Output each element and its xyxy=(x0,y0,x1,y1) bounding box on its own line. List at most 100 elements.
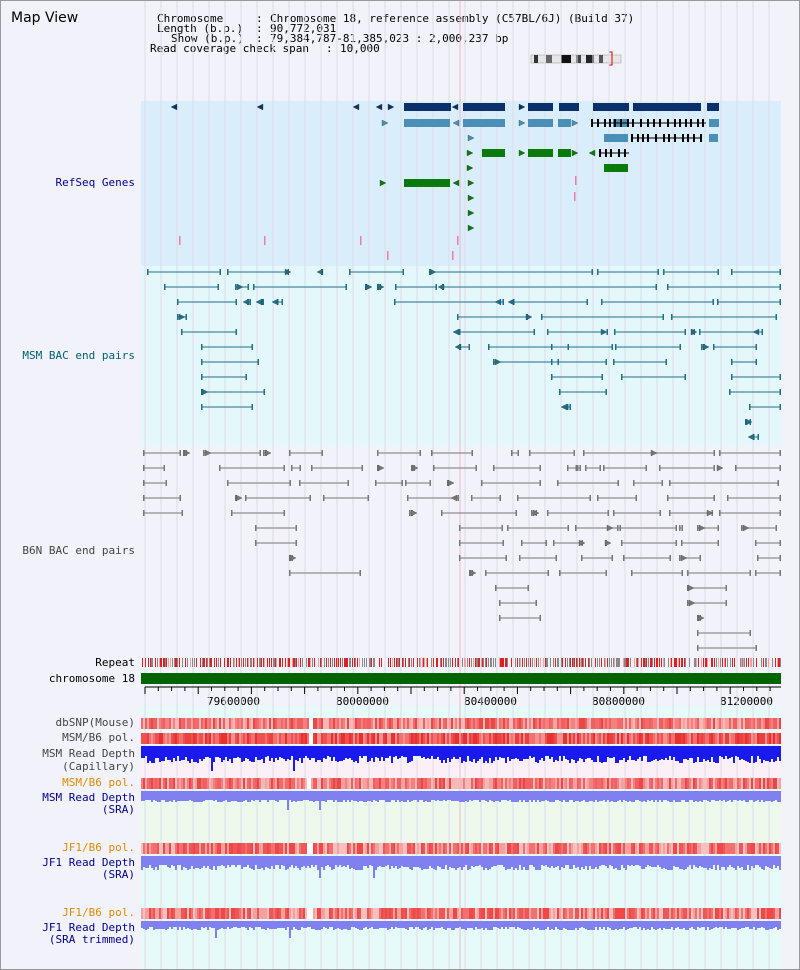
track-label-dbsnp[interactable]: dbSNP(Mouse) xyxy=(55,716,135,729)
msm-bac-arrow xyxy=(437,283,445,291)
jf1-depth-sra-bar xyxy=(661,856,663,869)
jf1-pol2-strip xyxy=(627,908,629,919)
msm-depth-capillary-bar xyxy=(221,746,223,762)
msm-pol2-strip xyxy=(611,778,613,789)
jf1-pol-strip xyxy=(735,843,737,854)
track-label-b6n-bac[interactable]: B6N BAC end pairs xyxy=(22,544,135,557)
jf1-pol-strip xyxy=(345,843,347,854)
jf1-depth-trimmed-bar xyxy=(365,921,367,927)
jf1-depth-trimmed-bar xyxy=(531,921,533,930)
dbsnp-strip xyxy=(459,718,461,729)
track-label-msm-pol-2[interactable]: MSM/B6 pol. xyxy=(62,776,135,789)
msm-pol2-strip xyxy=(299,778,301,789)
msm-bac-end xyxy=(253,284,255,290)
msm-depth-sra-bar xyxy=(179,791,181,801)
track-label-msm-bac[interactable]: MSM BAC end pairs xyxy=(22,349,135,362)
msm-depth-sra-bar xyxy=(267,791,269,802)
jf1-pol-strip xyxy=(319,843,321,854)
msm-bac-arrow xyxy=(600,328,608,336)
jf1-pol-strip xyxy=(553,843,555,854)
chromosome-ideogram-icon[interactable] xyxy=(530,51,622,66)
jf1-pol-strip xyxy=(647,843,649,854)
track-label-msm-depth-cap-1[interactable]: MSM Read Depth xyxy=(42,747,135,760)
msm-depth-sra-bar xyxy=(661,791,663,802)
dbsnp-strip xyxy=(723,718,725,729)
jf1-depth-sra-bar xyxy=(645,856,647,867)
repeat-element xyxy=(712,658,713,667)
jf1-pol2-strip xyxy=(245,908,247,919)
track-label-msm-pol-1[interactable]: MSM/B6 pol. xyxy=(62,731,135,744)
jf1-depth-trimmed-bar xyxy=(217,921,219,930)
dbsnp-strip xyxy=(593,718,595,729)
jf1-depth-trimmed-bar xyxy=(355,921,357,928)
jf1-pol2-strip xyxy=(733,908,735,919)
jf1-pol-strip xyxy=(393,843,395,854)
jf1-pol2-strip xyxy=(491,908,493,919)
jf1-depth-sra-bar xyxy=(261,856,263,868)
msm-pol-strip xyxy=(585,733,587,744)
track-label-msm-depth-sra-1[interactable]: MSM Read Depth xyxy=(42,791,135,804)
dbsnp-strip xyxy=(325,718,327,729)
repeat-element xyxy=(355,658,356,667)
msm-pol2-strip xyxy=(699,778,701,789)
msm-pol-strip xyxy=(639,733,641,744)
msm-pol-strip xyxy=(507,733,509,744)
msm-depth-capillary-bar xyxy=(437,746,439,757)
jf1-depth-sra-bar xyxy=(295,856,297,866)
track-label-jf1-pol-1[interactable]: JF1/B6 pol. xyxy=(62,841,135,854)
track-label-jf1-depth-sra-1[interactable]: JF1 Read Depth xyxy=(42,856,135,869)
gene-strand-arrow xyxy=(375,103,383,111)
jf1-depth-trimmed-bar xyxy=(193,921,195,929)
jf1-depth-trimmed-bar xyxy=(397,921,399,928)
jf1-depth-sra-bar xyxy=(611,856,613,866)
msm-depth-capillary-bar xyxy=(619,746,621,760)
jf1-pol2-strip xyxy=(567,908,569,919)
b6n-bac-arrow xyxy=(697,614,705,622)
jf1-depth-sra-bar xyxy=(603,856,605,865)
repeat-element xyxy=(477,658,478,667)
dbsnp-strip xyxy=(519,718,521,729)
repeat-element xyxy=(657,658,658,667)
track-label-refseq[interactable]: RefSeq Genes xyxy=(55,176,135,189)
msm-depth-sra-bar xyxy=(631,791,633,802)
jf1-depth-sra-bar xyxy=(569,856,571,869)
jf1-pol-strip xyxy=(675,843,677,854)
jf1-pol2-strip xyxy=(285,908,287,919)
msm-pol2-strip xyxy=(291,778,293,789)
msm-pol-strip xyxy=(221,733,223,744)
repeat-element xyxy=(557,658,558,667)
jf1-pol-strip xyxy=(439,843,441,854)
gene-exon-small xyxy=(697,119,699,127)
repeat-element xyxy=(753,658,754,667)
msm-pol2-strip xyxy=(367,778,369,789)
msm-bac-end xyxy=(615,344,617,350)
track-label-jf1-pol-2[interactable]: JF1/B6 pol. xyxy=(62,906,135,919)
jf1-pol-strip xyxy=(449,843,451,854)
msm-pol-strip xyxy=(399,733,401,744)
jf1-pol-strip xyxy=(775,843,777,854)
repeat-element xyxy=(170,658,171,667)
msm-pol-strip xyxy=(293,733,295,744)
jf1-pol2-strip xyxy=(271,908,273,919)
msm-pol-strip xyxy=(161,733,163,744)
b6n-bac-end xyxy=(359,570,361,576)
msm-depth-capillary-bar xyxy=(141,746,143,758)
msm-pol-strip xyxy=(343,733,345,744)
gene-exon-small xyxy=(632,119,634,127)
repeat-element xyxy=(443,658,444,667)
b6n-bac-end xyxy=(755,540,757,546)
msm-depth-capillary-bar xyxy=(227,746,229,761)
jf1-depth-trimmed-bar xyxy=(291,921,293,930)
track-label-repeat[interactable]: Repeat xyxy=(95,656,135,669)
msm-pol2-strip xyxy=(661,778,663,789)
b6n-bac-end xyxy=(502,540,504,546)
jf1-depth-trimmed-bar xyxy=(385,921,387,928)
jf1-depth-sra-bar xyxy=(153,856,155,870)
repeat-element xyxy=(168,658,169,667)
msm-depth-capillary-bar xyxy=(579,746,581,758)
jf1-depth-trimmed-bar xyxy=(641,921,643,930)
track-label-chromosome[interactable]: chromosome 18 xyxy=(48,672,135,685)
msm-depth-capillary-bar xyxy=(307,746,309,758)
track-label-jf1-depth-trim-1[interactable]: JF1 Read Depth xyxy=(42,921,135,934)
